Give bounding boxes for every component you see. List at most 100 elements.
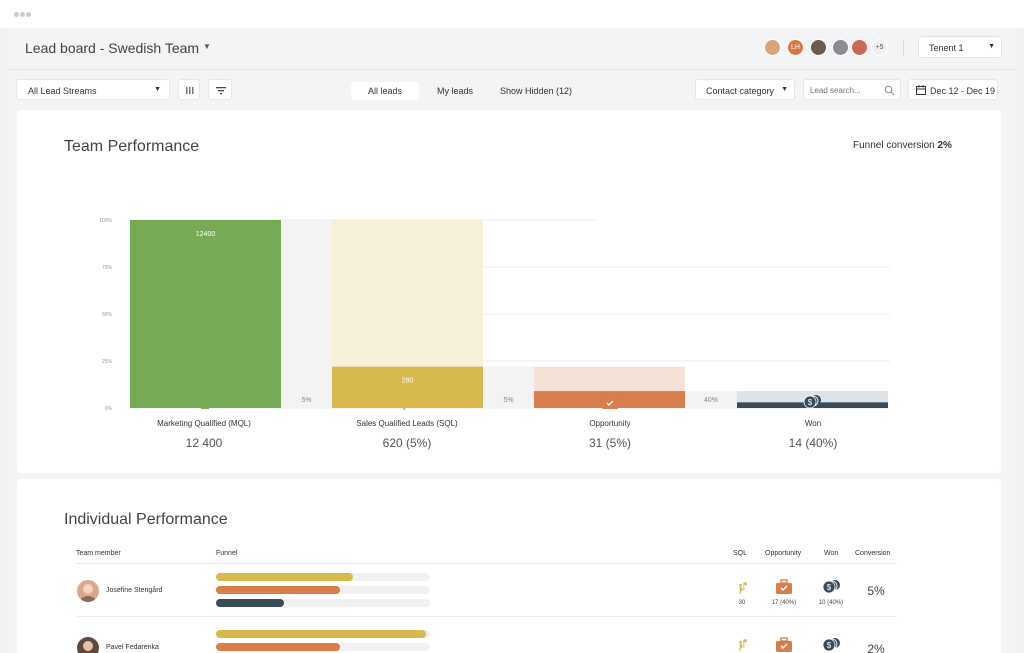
- column-header-team-member[interactable]: Team member: [76, 550, 121, 557]
- stage-value-mql: 12 400: [185, 436, 223, 450]
- date-range-picker[interactable]: Dec 12 - Dec 19: [908, 79, 998, 100]
- more-avatars-badge[interactable]: +5: [871, 39, 888, 56]
- column-header-conversion[interactable]: Conversion: [855, 550, 891, 557]
- column-view-button[interactable]: [178, 79, 200, 100]
- member-name: Pavel Fedarenka: [106, 644, 159, 651]
- team-performance-panel: Team Performance Funnel conversion 2% 10…: [17, 110, 1001, 473]
- lead-stream-select[interactable]: All Lead Streams ▼: [16, 79, 170, 100]
- funnel-track: [216, 573, 430, 581]
- funnel-fill-sql: [216, 630, 426, 638]
- y-tick-label: 75%: [102, 265, 113, 271]
- stage-name-mql: Marketing Qualified (MQL): [157, 419, 251, 428]
- avatar: [77, 637, 99, 653]
- person-photo-icon: [80, 584, 96, 602]
- coins-icon: $: [822, 638, 840, 652]
- coins-icon: $: [803, 395, 821, 409]
- avatar[interactable]: [764, 39, 781, 56]
- briefcase-icon: [776, 579, 792, 594]
- tab-my-leads[interactable]: My leads: [436, 86, 473, 96]
- column-header-opportunity[interactable]: Opportunity: [765, 550, 802, 557]
- funnel-track: [216, 586, 430, 594]
- app: Lead board - Swedish Team ▼ LH +5 Tenent…: [6, 28, 1018, 653]
- trophy-icon: [197, 395, 213, 409]
- briefcase-icon: [602, 394, 618, 409]
- stage-name-opportunity: Opportunity: [589, 419, 631, 428]
- member-name: Josefine Stengård: [106, 587, 163, 594]
- svg-text:$: $: [808, 398, 813, 407]
- funnel-fill-won: [216, 599, 285, 607]
- calendar-icon: [916, 85, 926, 95]
- conversion-label: 5%: [301, 397, 311, 404]
- funnel-fill-opportunity: [216, 643, 341, 651]
- person-flag-icon: [739, 582, 748, 594]
- page-title[interactable]: Lead board - Swedish Team: [25, 40, 200, 56]
- conversion-value: 2%: [867, 642, 885, 653]
- avatar[interactable]: LH: [787, 39, 804, 56]
- funnel-conversion: Funnel conversion 2%: [853, 140, 952, 151]
- date-range-label: Dec 12 - Dec 19: [930, 86, 996, 96]
- avatar: [77, 580, 99, 602]
- tab-all-leads[interactable]: All leads: [351, 82, 419, 100]
- y-tick-label: 0%: [105, 406, 113, 412]
- divider: [76, 616, 897, 617]
- search-input[interactable]: [810, 84, 882, 96]
- sql-value: 30: [738, 600, 746, 606]
- columns-icon: [186, 87, 194, 94]
- filter-button[interactable]: [208, 79, 232, 100]
- person-flag-icon: [403, 394, 415, 410]
- svg-text:$: $: [827, 641, 832, 650]
- funnel-conversion-label: Funnel conversion: [853, 140, 935, 151]
- lead-stream-label: All Lead Streams: [28, 86, 97, 96]
- tab-show-hidden[interactable]: Show Hidden (12): [499, 86, 573, 96]
- won-value: 10 (40%): [818, 600, 844, 606]
- y-tick-label: 100%: [99, 218, 112, 224]
- column-header-funnel[interactable]: Funnel: [216, 550, 238, 557]
- contact-category-label: Contact category: [706, 86, 775, 96]
- avatar[interactable]: [832, 39, 849, 56]
- chevron-down-icon[interactable]: ▼: [203, 42, 211, 51]
- bar-label: 280: [402, 378, 414, 385]
- column-header-sql[interactable]: SQL: [733, 550, 748, 557]
- window-dot: [20, 12, 25, 17]
- tenant-select[interactable]: Tenent 1 ▼: [918, 36, 1002, 58]
- funnel-connector: [483, 366, 534, 408]
- coins-icon: $: [822, 580, 840, 594]
- bar-label: 12400: [196, 231, 216, 238]
- stage-value-opportunity: 31 (5%): [588, 436, 632, 450]
- contact-category-select[interactable]: Contact category ▼: [695, 79, 795, 100]
- section-title: Team Performance: [64, 138, 200, 155]
- stage-name-sql: Sales Qualified Leads (SQL): [356, 419, 458, 428]
- chevron-down-icon: ▼: [988, 43, 995, 50]
- divider: [903, 40, 904, 56]
- section-title: Individual Performance: [64, 511, 228, 528]
- avatar[interactable]: [810, 39, 827, 56]
- tenant-label: Tenent 1: [929, 43, 964, 53]
- opportunity-value: 17 (40%): [771, 600, 797, 606]
- individual-performance-panel: Individual Performance Team member Funne…: [17, 479, 1001, 653]
- column-header-won[interactable]: Won: [824, 550, 839, 557]
- funnel-track: [216, 630, 430, 638]
- funnel-connector: [281, 220, 332, 408]
- avatar[interactable]: [851, 39, 868, 56]
- bar: [130, 220, 281, 408]
- y-tick-label: 25%: [102, 359, 113, 365]
- funnel-connector: [685, 391, 737, 408]
- stage-value-won: 14 (40%): [788, 436, 838, 450]
- window-dot: [14, 12, 19, 17]
- person-photo-icon: [83, 641, 93, 651]
- window-chrome: [0, 0, 1024, 28]
- funnel-chart: 100% 75% 50% 25% 0% 12400 280 5% 5% 40%: [99, 218, 890, 412]
- stage-value-sql: 620 (5%): [382, 436, 432, 450]
- lead-search[interactable]: [803, 79, 901, 100]
- search-icon: [884, 85, 895, 96]
- y-tick-label: 50%: [102, 312, 113, 318]
- conversion-label: 40%: [704, 397, 718, 404]
- chevron-down-icon: ▼: [781, 86, 788, 93]
- person-flag-icon: [739, 639, 748, 651]
- window-dot: [26, 12, 31, 17]
- bar: [332, 366, 483, 408]
- divider: [76, 563, 897, 564]
- funnel-track: [216, 643, 430, 651]
- svg-text:$: $: [827, 583, 832, 592]
- funnel-conversion-value: 2%: [937, 140, 952, 151]
